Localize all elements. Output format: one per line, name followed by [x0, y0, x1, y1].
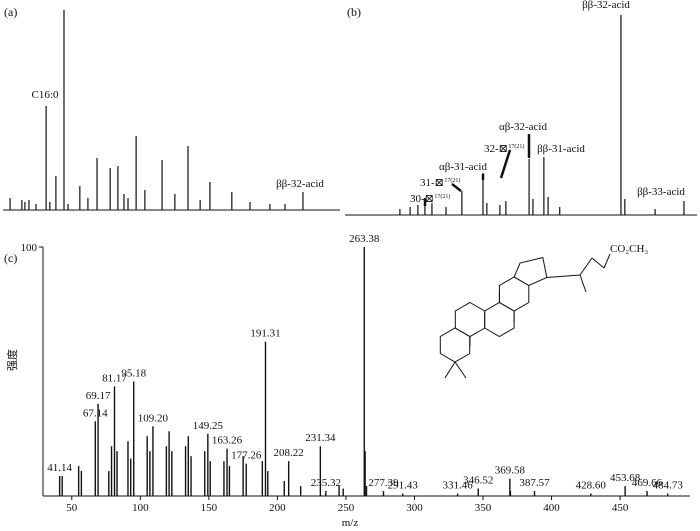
peak-label: 109.20	[138, 412, 169, 424]
peak-label: 163.26	[212, 435, 243, 447]
label-pointer	[499, 149, 512, 179]
peak-label: 369.58	[495, 465, 526, 477]
y-tick-label: 100	[21, 242, 38, 254]
ring	[439, 327, 471, 363]
x-tick-label: 200	[269, 502, 286, 514]
structure-label: CO₂CH₃	[610, 243, 648, 255]
peak-label: ββ-32-acid	[276, 178, 324, 190]
peak-label-superscript: 17(21)	[444, 177, 460, 184]
x-tick-label: 100	[132, 502, 149, 514]
bond	[444, 361, 456, 379]
peak-label: αβ-31-acid	[439, 161, 488, 173]
peak-label: 263.38	[349, 233, 380, 245]
molecule	[439, 253, 611, 379]
peak-label: 208.22	[274, 447, 304, 459]
label-pointer	[451, 183, 462, 192]
bond	[579, 274, 587, 293]
peak-label-superscript: 17(21)	[434, 193, 450, 200]
peak-label: αβ-32-acid	[499, 121, 548, 133]
bond	[579, 257, 593, 276]
peak-label: 41.14	[47, 462, 72, 474]
peak-label: 69.17	[86, 390, 111, 402]
peak-label: 31-⊠	[420, 177, 444, 189]
x-tick-label: 450	[612, 502, 629, 514]
peak-label: ββ-32-acid	[582, 0, 630, 11]
peak-label: 277.39	[368, 477, 399, 489]
peak-label: 331.46	[442, 480, 473, 492]
x-tick-label: 250	[338, 502, 355, 514]
peak-label: 30-⊠	[410, 193, 434, 205]
y-axis-label: 强度	[5, 349, 19, 371]
peak-label: ββ-31-acid	[537, 143, 585, 155]
ring	[454, 301, 486, 338]
peak-label: 387.57	[519, 477, 550, 489]
peak-label: 67.14	[83, 407, 108, 419]
x-tick-label: 300	[406, 502, 423, 514]
bond	[603, 253, 611, 269]
bond	[591, 257, 605, 269]
peak-label: ββ-33-acid	[637, 186, 685, 198]
ring	[498, 276, 530, 312]
peak-label: 235.32	[311, 477, 341, 489]
peak-label: 149.25	[193, 420, 224, 432]
x-axis-label: m/z	[342, 517, 359, 529]
peak-label: 191.31	[250, 328, 280, 340]
peak-label: 95.18	[121, 367, 146, 379]
bond	[546, 274, 581, 278]
panel-label: (a)	[4, 5, 17, 19]
bond	[454, 361, 467, 379]
peak-label: 453.68	[610, 472, 641, 484]
x-tick-label: 150	[201, 502, 218, 514]
peak-label: 346.52	[463, 475, 493, 487]
x-tick-label: 350	[475, 502, 492, 514]
peak-label: 177.26	[231, 450, 262, 462]
peak-label: 291.43	[388, 480, 419, 492]
ring	[484, 301, 515, 338]
panel-label: (c)	[4, 251, 17, 265]
peak-label: 231.34	[305, 432, 336, 444]
peak-label: 81.17	[102, 372, 127, 384]
peak-label: C16:0	[32, 89, 59, 101]
peak-label-superscript: 17(21)	[508, 143, 524, 150]
x-tick-label: 50	[66, 502, 78, 514]
peak-label: 484.73	[653, 480, 684, 492]
panel-label: (b)	[347, 5, 361, 19]
ring	[513, 256, 548, 287]
peak-label: 469.66	[632, 477, 663, 489]
x-tick-label: 400	[543, 502, 560, 514]
peak-label: 428.60	[576, 480, 607, 492]
peak-label: 32-⊠	[484, 143, 508, 155]
